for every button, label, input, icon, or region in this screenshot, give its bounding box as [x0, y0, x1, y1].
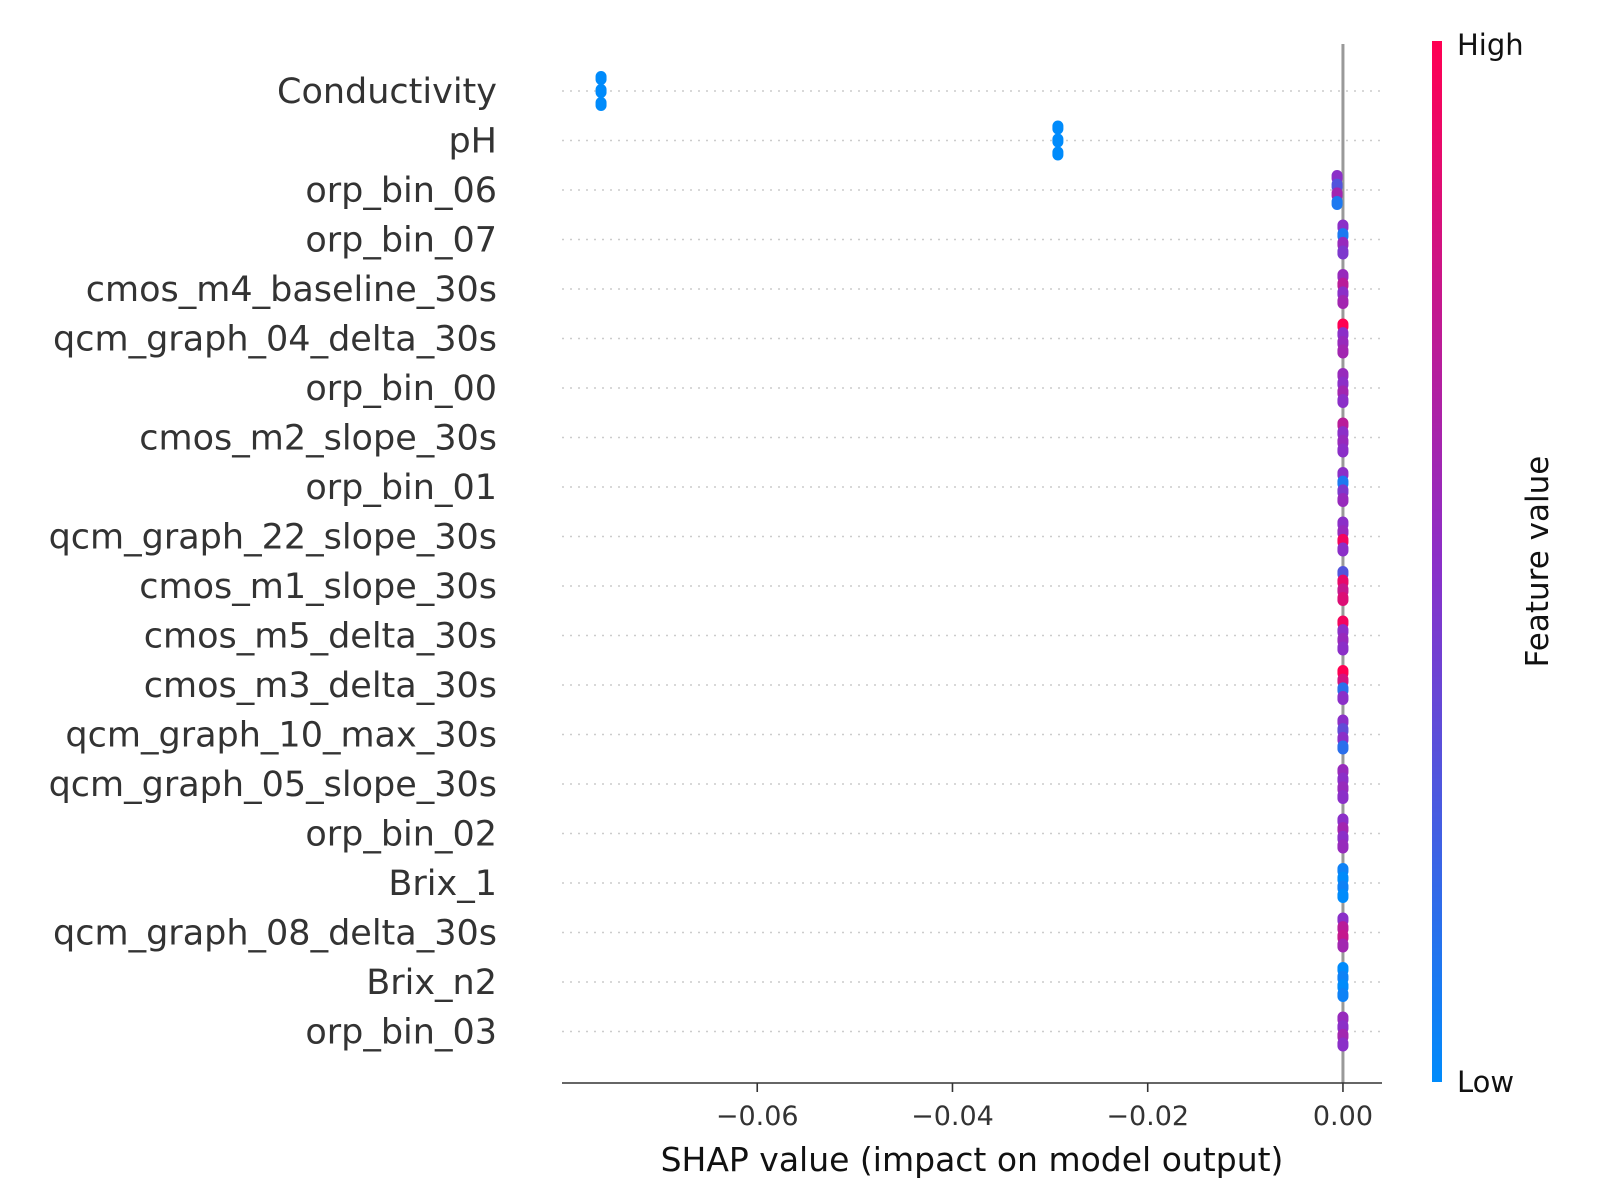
shap-point — [596, 71, 607, 85]
x-axis-label: SHAP value (impact on model output) — [661, 1140, 1284, 1179]
shap-point — [1337, 246, 1348, 260]
shap-point — [1337, 444, 1348, 458]
shap-point — [1337, 345, 1348, 359]
data-points — [596, 71, 1349, 1052]
feature-label: Brix_n2 — [366, 963, 497, 1003]
feature-label: orp_bin_06 — [305, 171, 497, 211]
shap-point — [1337, 939, 1348, 953]
shap-point — [1337, 1038, 1348, 1052]
feature-label: qcm_graph_08_delta_30s — [53, 914, 497, 954]
shap-point — [1337, 493, 1348, 507]
shap-point — [1052, 134, 1063, 148]
feature-label: orp_bin_07 — [305, 221, 497, 261]
colorbar-title: Feature value — [1520, 456, 1556, 668]
shap-point — [1337, 394, 1348, 408]
feature-label: orp_bin_00 — [305, 369, 497, 409]
feature-label: cmos_m3_delta_30s — [144, 666, 497, 706]
feature-label: orp_bin_01 — [305, 468, 497, 508]
shap-point — [596, 97, 607, 111]
shap-point — [1337, 295, 1348, 309]
x-axis: −0.06 −0.04 −0.02 0.00 SHAP value (impact o… — [562, 1083, 1382, 1179]
shap-point — [1337, 840, 1348, 854]
feature-label: cmos_m4_baseline_30s — [86, 270, 497, 310]
feature-label: cmos_m5_delta_30s — [144, 617, 497, 657]
grid-lines — [562, 91, 1382, 1032]
x-tick-label: −0.04 — [911, 1101, 994, 1132]
shap-point — [1337, 691, 1348, 705]
feature-label: cmos_m2_slope_30s — [139, 419, 497, 459]
feature-label: qcm_graph_04_delta_30s — [53, 320, 497, 360]
shap-point — [1337, 642, 1348, 656]
shap-point — [1052, 121, 1063, 135]
feature-label: qcm_graph_10_max_30s — [65, 716, 497, 756]
feature-label: pH — [448, 122, 497, 162]
shap-point — [1337, 790, 1348, 804]
colorbar-low-label: Low — [1457, 1065, 1514, 1099]
feature-label: Brix_1 — [388, 864, 497, 904]
shap-point — [1337, 988, 1348, 1002]
feature-label: qcm_graph_22_slope_30s — [49, 518, 497, 558]
shap-point — [1332, 196, 1343, 210]
shap-point — [1337, 741, 1348, 755]
feature-label: cmos_m1_slope_30s — [139, 567, 497, 607]
x-tick-label: −0.06 — [716, 1101, 799, 1132]
shap-point — [1337, 543, 1348, 557]
feature-label: qcm_graph_05_slope_30s — [49, 765, 497, 805]
colorbar-bar — [1432, 41, 1442, 1082]
shap-point — [1337, 592, 1348, 606]
feature-label: orp_bin_03 — [305, 1013, 497, 1053]
shap-point — [596, 84, 607, 98]
x-tick-label: −0.02 — [1106, 1101, 1189, 1132]
x-tick-label: 0.00 — [1313, 1101, 1373, 1132]
colorbar-high-label: High — [1457, 28, 1524, 62]
colorbar: High Low Feature value — [1432, 28, 1556, 1099]
feature-label: Conductivity — [277, 72, 497, 112]
feature-label: orp_bin_02 — [305, 815, 497, 855]
shap-point — [1052, 147, 1063, 161]
shap-point — [1337, 889, 1348, 903]
x-ticks: −0.06 −0.04 −0.02 0.00 — [716, 1083, 1373, 1132]
feature-labels: Conductivity pH orp_bin_06 orp_bin_07 cmos_m… — [49, 72, 497, 1053]
